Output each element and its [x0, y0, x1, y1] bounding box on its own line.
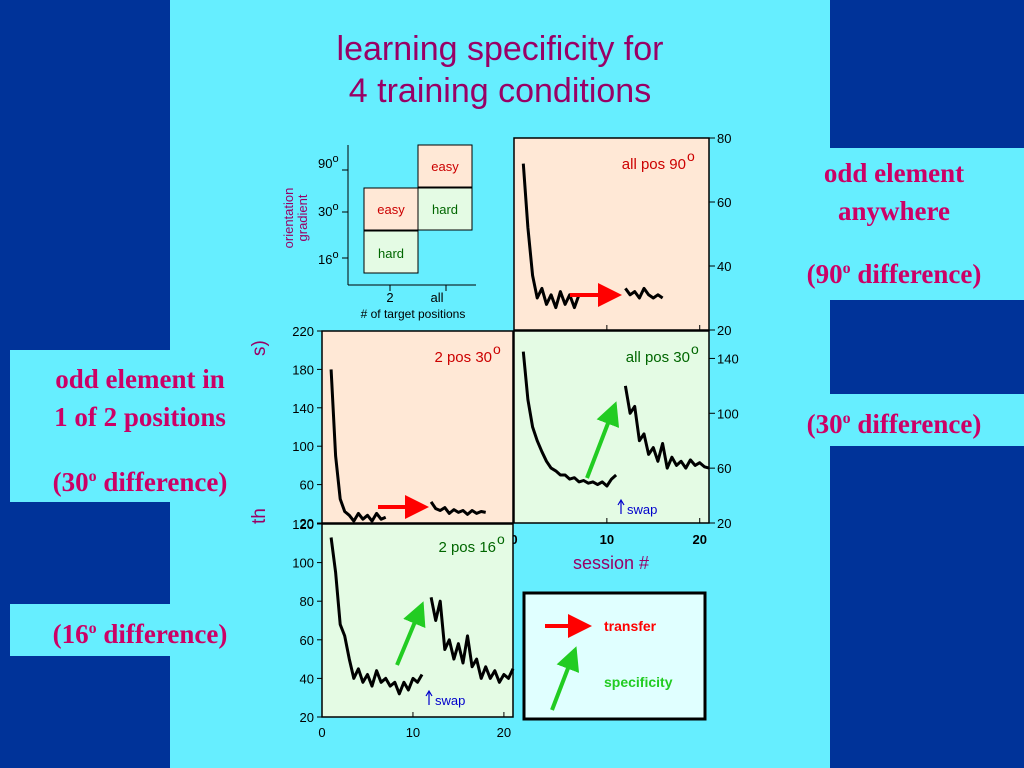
- callout-bottom-left: (16o difference): [10, 604, 270, 656]
- series-line-0: [329, 369, 387, 523]
- series-line-0: [329, 537, 424, 696]
- cell-all-30-label: hard: [432, 202, 458, 217]
- y-tick-label: 140: [292, 401, 314, 416]
- callout-mid-right: (30o difference): [764, 394, 1024, 446]
- y-tick-label: 120: [292, 517, 314, 532]
- specificity-arrow-icon: [550, 646, 580, 711]
- series-line-1: [429, 501, 486, 516]
- chart-panel-3: 20 40 60 80 100 120 0 10 20 2 pos 16 o swap: [292, 517, 515, 740]
- panel-label-sup: o: [493, 341, 501, 357]
- x-tick-label: 10: [406, 725, 420, 740]
- y-tick-label: 40: [300, 671, 314, 686]
- design-grid: easy easy hard hard 90o 30o 16o 2 all # …: [281, 144, 476, 321]
- swap-label: swap: [435, 693, 465, 708]
- cell-all-30: [417, 187, 473, 231]
- chart-panel-0: 2040608001020all pos 90o: [510, 131, 731, 355]
- y-tick-label: 60: [717, 195, 731, 210]
- ytick-30: 30o: [318, 201, 339, 219]
- swap-arrow-head: [425, 689, 433, 697]
- y-tick-label: 20: [717, 516, 731, 531]
- y-tick-label: 60: [300, 633, 314, 648]
- legend-transfer-label: transfer: [604, 618, 657, 634]
- series-line-0: [521, 163, 581, 310]
- y-tick-label: 80: [300, 594, 314, 609]
- callout-top-right: odd element anywhere (90o difference): [764, 148, 1024, 300]
- specificity-arrow-icon: [395, 601, 426, 666]
- y-tick-label: 40: [717, 259, 731, 274]
- design-grid-ylabel-1: orientation: [281, 188, 296, 249]
- ytick-16: 16o: [318, 249, 339, 267]
- series-line-1: [429, 597, 515, 684]
- xtick-2: 2: [386, 290, 393, 305]
- x-tick-label: 0: [318, 725, 325, 740]
- y-tick-label: 80: [717, 131, 731, 146]
- y-tick-label: 20: [300, 516, 314, 531]
- swap-arrow-head: [617, 498, 625, 506]
- chart-panels: 2040608001020all pos 90o206010014001020a…: [292, 131, 738, 740]
- x-tick-label: 20: [692, 532, 706, 547]
- cell-all-90-label: easy: [431, 159, 459, 174]
- y-tick-label: 100: [292, 556, 314, 571]
- ytick-90: 90o: [318, 153, 339, 171]
- threshold-label-fragment-top: s): [249, 340, 270, 356]
- swap-label: swap: [627, 502, 657, 517]
- design-grid-xlabel: # of target positions: [361, 307, 466, 321]
- chart-panel-1: 20 60 100 140 0 10 20 all pos 30 o swap: [510, 330, 739, 547]
- chart-panel-2: 20 60 100 140 180 220 2 pos 30 o: [292, 324, 514, 531]
- slide-title-line2: 4 training conditions: [348, 72, 652, 110]
- design-grid-ylabel-2: gradient: [295, 194, 310, 241]
- callout-top-right-line1: odd element: [823, 158, 965, 188]
- panel-label: all pos 90: [622, 156, 686, 173]
- x-tick-label: 0: [510, 532, 517, 547]
- threshold-label-fragment-left: th: [249, 508, 270, 524]
- cell-all-90: [417, 144, 473, 188]
- specificity-arrow-icon: [585, 401, 620, 479]
- callout-top-right-line3: (90o difference): [806, 259, 982, 289]
- panel-label: 2 pos 30: [434, 349, 492, 366]
- y-tick-label: 180: [292, 362, 314, 377]
- cell-2pos-30: [363, 187, 419, 231]
- legend-box: transfer specificity: [522, 591, 707, 721]
- callout-mid-left: odd element in 1 of 2 positions (30o dif…: [10, 350, 270, 502]
- xtick-all: all: [430, 290, 443, 305]
- y-tick-label: 20: [717, 323, 731, 338]
- cell-2pos-16-label: hard: [378, 246, 404, 261]
- panel-label-sup: o: [687, 148, 695, 164]
- y-tick-label: 60: [300, 478, 314, 493]
- chart-plot-area: [321, 330, 514, 524]
- session-label: session #: [573, 553, 649, 573]
- series-line-1: [624, 286, 664, 300]
- callout-mid-left-line1: odd element in: [55, 364, 225, 394]
- callout-top-right-line2: anywhere: [838, 196, 950, 226]
- y-tick-label: 60: [717, 461, 731, 476]
- callout-mid-left-line2: 1 of 2 positions: [54, 402, 226, 432]
- callout-mid-left-line3: (30o difference): [52, 467, 228, 497]
- series-line-0: [521, 351, 618, 488]
- cell-2pos-30-label: easy: [377, 202, 405, 217]
- y-tick-label: 220: [292, 324, 314, 339]
- slide-title-line1: learning specificity for: [336, 30, 664, 68]
- panel-label: 2 pos 16: [438, 539, 496, 556]
- panel-label-sup: o: [497, 531, 505, 547]
- panel-label-sup: o: [691, 341, 699, 357]
- y-tick-label: 20: [300, 710, 314, 725]
- cell-2pos-16: [363, 230, 419, 274]
- x-tick-label: 10: [600, 532, 614, 547]
- y-tick-label: 140: [717, 351, 739, 366]
- series-line-1: [623, 385, 710, 470]
- legend-specificity-label: specificity: [604, 674, 673, 690]
- x-tick-label: 20: [497, 725, 511, 740]
- y-tick-label: 100: [292, 439, 314, 454]
- panel-label: all pos 30: [626, 349, 690, 366]
- y-tick-label: 100: [717, 406, 739, 421]
